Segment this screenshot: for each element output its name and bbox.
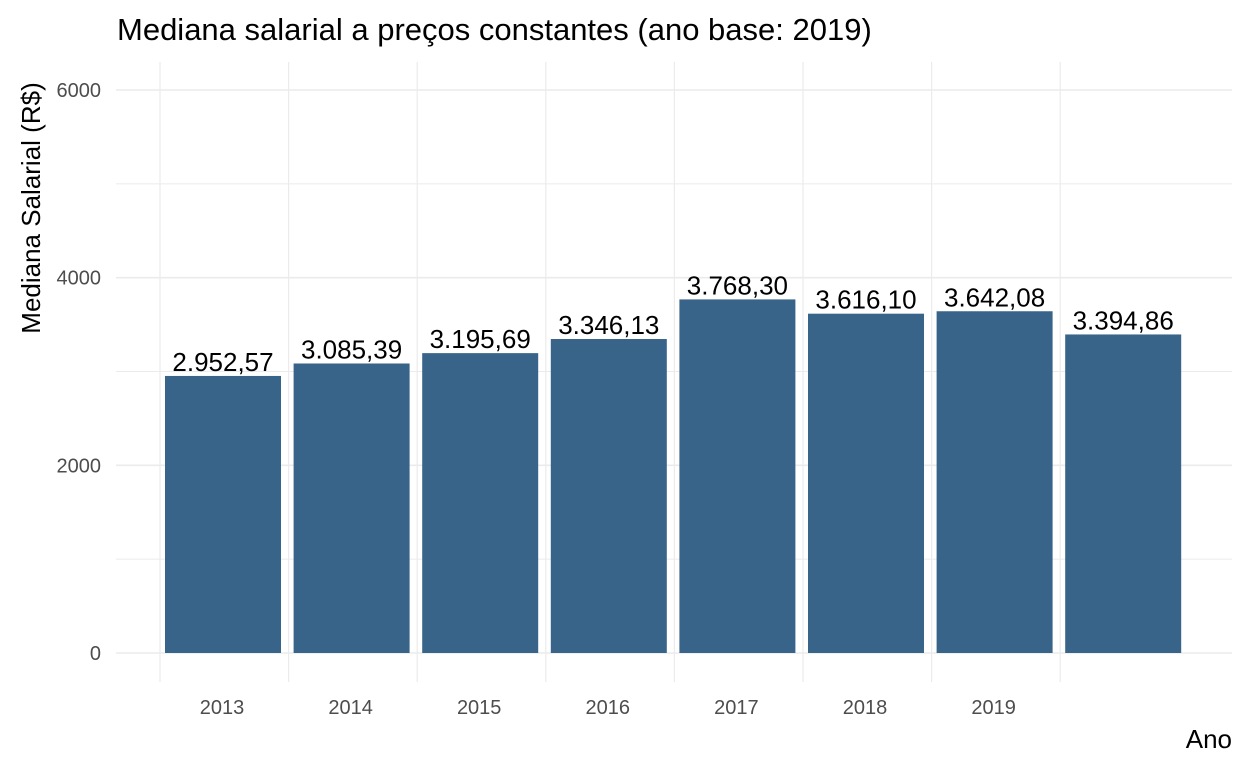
bar — [808, 313, 924, 653]
bar — [1065, 334, 1182, 653]
data-label: 3.768,30 — [687, 270, 788, 300]
y-axis-ticks: 0 2000 4000 6000 — [57, 80, 102, 665]
bar — [679, 299, 796, 653]
x-tick-label: 2013 — [200, 697, 245, 719]
y-tick-label: 4000 — [57, 268, 102, 290]
y-tick-label: 6000 — [57, 80, 102, 102]
y-tick-label: 0 — [90, 643, 101, 665]
data-label: 3.394,86 — [1073, 305, 1174, 335]
data-label: 3.642,08 — [944, 282, 1045, 312]
bar — [422, 353, 539, 653]
x-tick-label: 2017 — [714, 697, 759, 719]
x-tick-label: 2019 — [971, 697, 1016, 719]
data-label: 3.616,10 — [815, 285, 916, 315]
bars — [165, 299, 1182, 653]
y-tick-label: 2000 — [57, 455, 102, 477]
x-axis-title: Ano — [1186, 724, 1232, 754]
chart-title: Mediana salarial a preços constantes (an… — [117, 12, 872, 47]
data-label: 3.085,39 — [301, 334, 402, 364]
bar — [936, 311, 1053, 653]
data-label: 2.952,57 — [172, 347, 273, 377]
x-axis-ticks: 2013 2014 2015 2016 2017 2018 2019 — [200, 697, 1016, 719]
bar — [293, 363, 410, 653]
x-tick-label: 2016 — [586, 697, 631, 719]
data-label: 3.346,13 — [558, 310, 659, 340]
data-label: 3.195,69 — [430, 324, 531, 354]
y-axis-title: Mediana Salarial (R$) — [16, 82, 46, 333]
grid — [116, 62, 1232, 682]
x-tick-label: 2018 — [843, 697, 888, 719]
x-tick-label: 2014 — [328, 697, 373, 719]
x-tick-label: 2015 — [457, 697, 502, 719]
bar — [550, 339, 667, 653]
data-labels: 2.952,57 3.085,39 3.195,69 3.346,13 3.768,30… — [172, 270, 1173, 377]
bar — [165, 375, 281, 653]
